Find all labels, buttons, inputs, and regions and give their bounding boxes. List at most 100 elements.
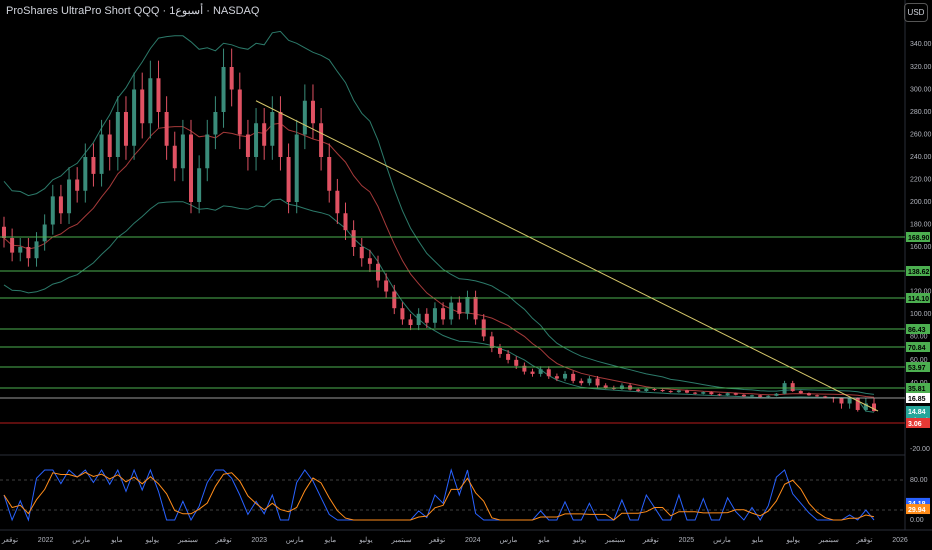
trendline-group[interactable] [255, 100, 879, 412]
price-tag: 168.90 [908, 235, 930, 242]
currency-button[interactable]: USD [904, 3, 928, 22]
price-tag: 14.84 [908, 409, 926, 416]
candle-body [506, 353, 511, 360]
price-tick: 120.00 [910, 289, 932, 296]
trendline [255, 100, 879, 412]
time-tick: توقعر [215, 537, 232, 544]
candle-body [571, 373, 576, 381]
candle-body [644, 388, 649, 392]
price-tick: 160.00 [910, 244, 932, 251]
candle-body [319, 123, 324, 157]
time-tick: مايو [751, 536, 764, 544]
candle-body [766, 395, 771, 397]
candle-body [2, 226, 6, 239]
candle-body [636, 389, 641, 392]
candle-body [481, 319, 486, 337]
price-tag: 53.97 [908, 365, 926, 372]
candle-body [538, 369, 543, 374]
candle-body [140, 89, 145, 124]
osc-tick: 0.00 [910, 517, 924, 524]
candle-body [465, 297, 470, 314]
candle-body [367, 258, 372, 264]
candle-body [400, 308, 405, 320]
price-tag: 70.84 [908, 345, 926, 352]
price-tag-bg [906, 266, 930, 276]
candle-body [132, 89, 137, 146]
candle-body [489, 336, 494, 348]
candle-body [855, 397, 860, 410]
price-tick: -20.00 [910, 446, 930, 453]
osc-tag-bg [906, 504, 930, 515]
time-tick: يوليو [572, 536, 586, 544]
horizontal-levels[interactable] [0, 236, 905, 424]
candle-body [58, 196, 63, 214]
candle-body [554, 376, 559, 379]
candle-body [310, 100, 315, 124]
candle-body [863, 403, 868, 410]
candle-body [652, 388, 657, 391]
price-tag: 114.10 [908, 296, 929, 303]
candle-body [676, 390, 681, 393]
candle-body [376, 263, 381, 281]
candle-body [26, 246, 31, 259]
candle-body [522, 365, 527, 372]
time-tick: توقعر [428, 537, 445, 544]
price-tag: 3.06 [908, 421, 922, 428]
candle-body [254, 123, 259, 157]
candle-body [302, 100, 307, 135]
basis-line [3, 122, 875, 398]
price-tick: 280.00 [910, 109, 932, 116]
k-line [3, 468, 875, 522]
time-tick: 2025 [679, 537, 695, 544]
candle-body [67, 179, 72, 214]
price-tag-bg [906, 406, 930, 416]
candle-body [668, 391, 673, 393]
candle-body [693, 392, 698, 394]
candle-body [18, 246, 23, 253]
candle-body [603, 385, 608, 388]
price-tag: 16.85 [908, 396, 926, 403]
candle-body [50, 196, 55, 225]
candle-body [823, 396, 828, 398]
candle-body [359, 246, 364, 259]
candle-body [189, 134, 194, 202]
price-tag: 35.81 [908, 386, 926, 393]
time-tick: 2026 [892, 537, 908, 544]
candle-body [733, 393, 738, 395]
time-tick: 2023 [251, 537, 267, 544]
candle-body [83, 157, 88, 191]
time-tick: توقعر [855, 537, 872, 544]
candle-body [619, 385, 624, 389]
candle-body [237, 89, 242, 135]
candle-body [335, 190, 340, 214]
chart-title: ProShares UltraPro Short QQQ · 1أسبوع · … [6, 5, 260, 17]
price-tag-bg [906, 393, 930, 403]
time-tick: مارس [713, 536, 731, 544]
price-tick: 300.00 [910, 87, 932, 94]
osc-tag-bg [906, 497, 930, 508]
price-tag-bg [906, 232, 930, 242]
candle-body [221, 67, 226, 112]
candle-body [351, 230, 356, 247]
candle-body [99, 134, 104, 174]
time-tick: 2022 [38, 537, 54, 544]
candle-body [847, 397, 852, 404]
candle-body [327, 157, 332, 191]
price-tick: 100.00 [910, 311, 932, 318]
price-tag: 86.43 [908, 327, 926, 334]
price-tick: 180.00 [910, 222, 932, 229]
candle-body [172, 145, 177, 169]
candle-body [790, 383, 795, 392]
lower-band [3, 198, 875, 413]
candle-body [75, 179, 80, 191]
candle-body [34, 241, 39, 259]
candle-body [579, 380, 584, 384]
time-tick: مارس [72, 536, 90, 544]
candle-body [42, 224, 47, 242]
candle-body [774, 393, 779, 396]
candle-body [213, 112, 218, 135]
price-tag-bg [906, 383, 930, 393]
candle-body [725, 393, 730, 396]
price-tick: 200.00 [910, 199, 932, 206]
